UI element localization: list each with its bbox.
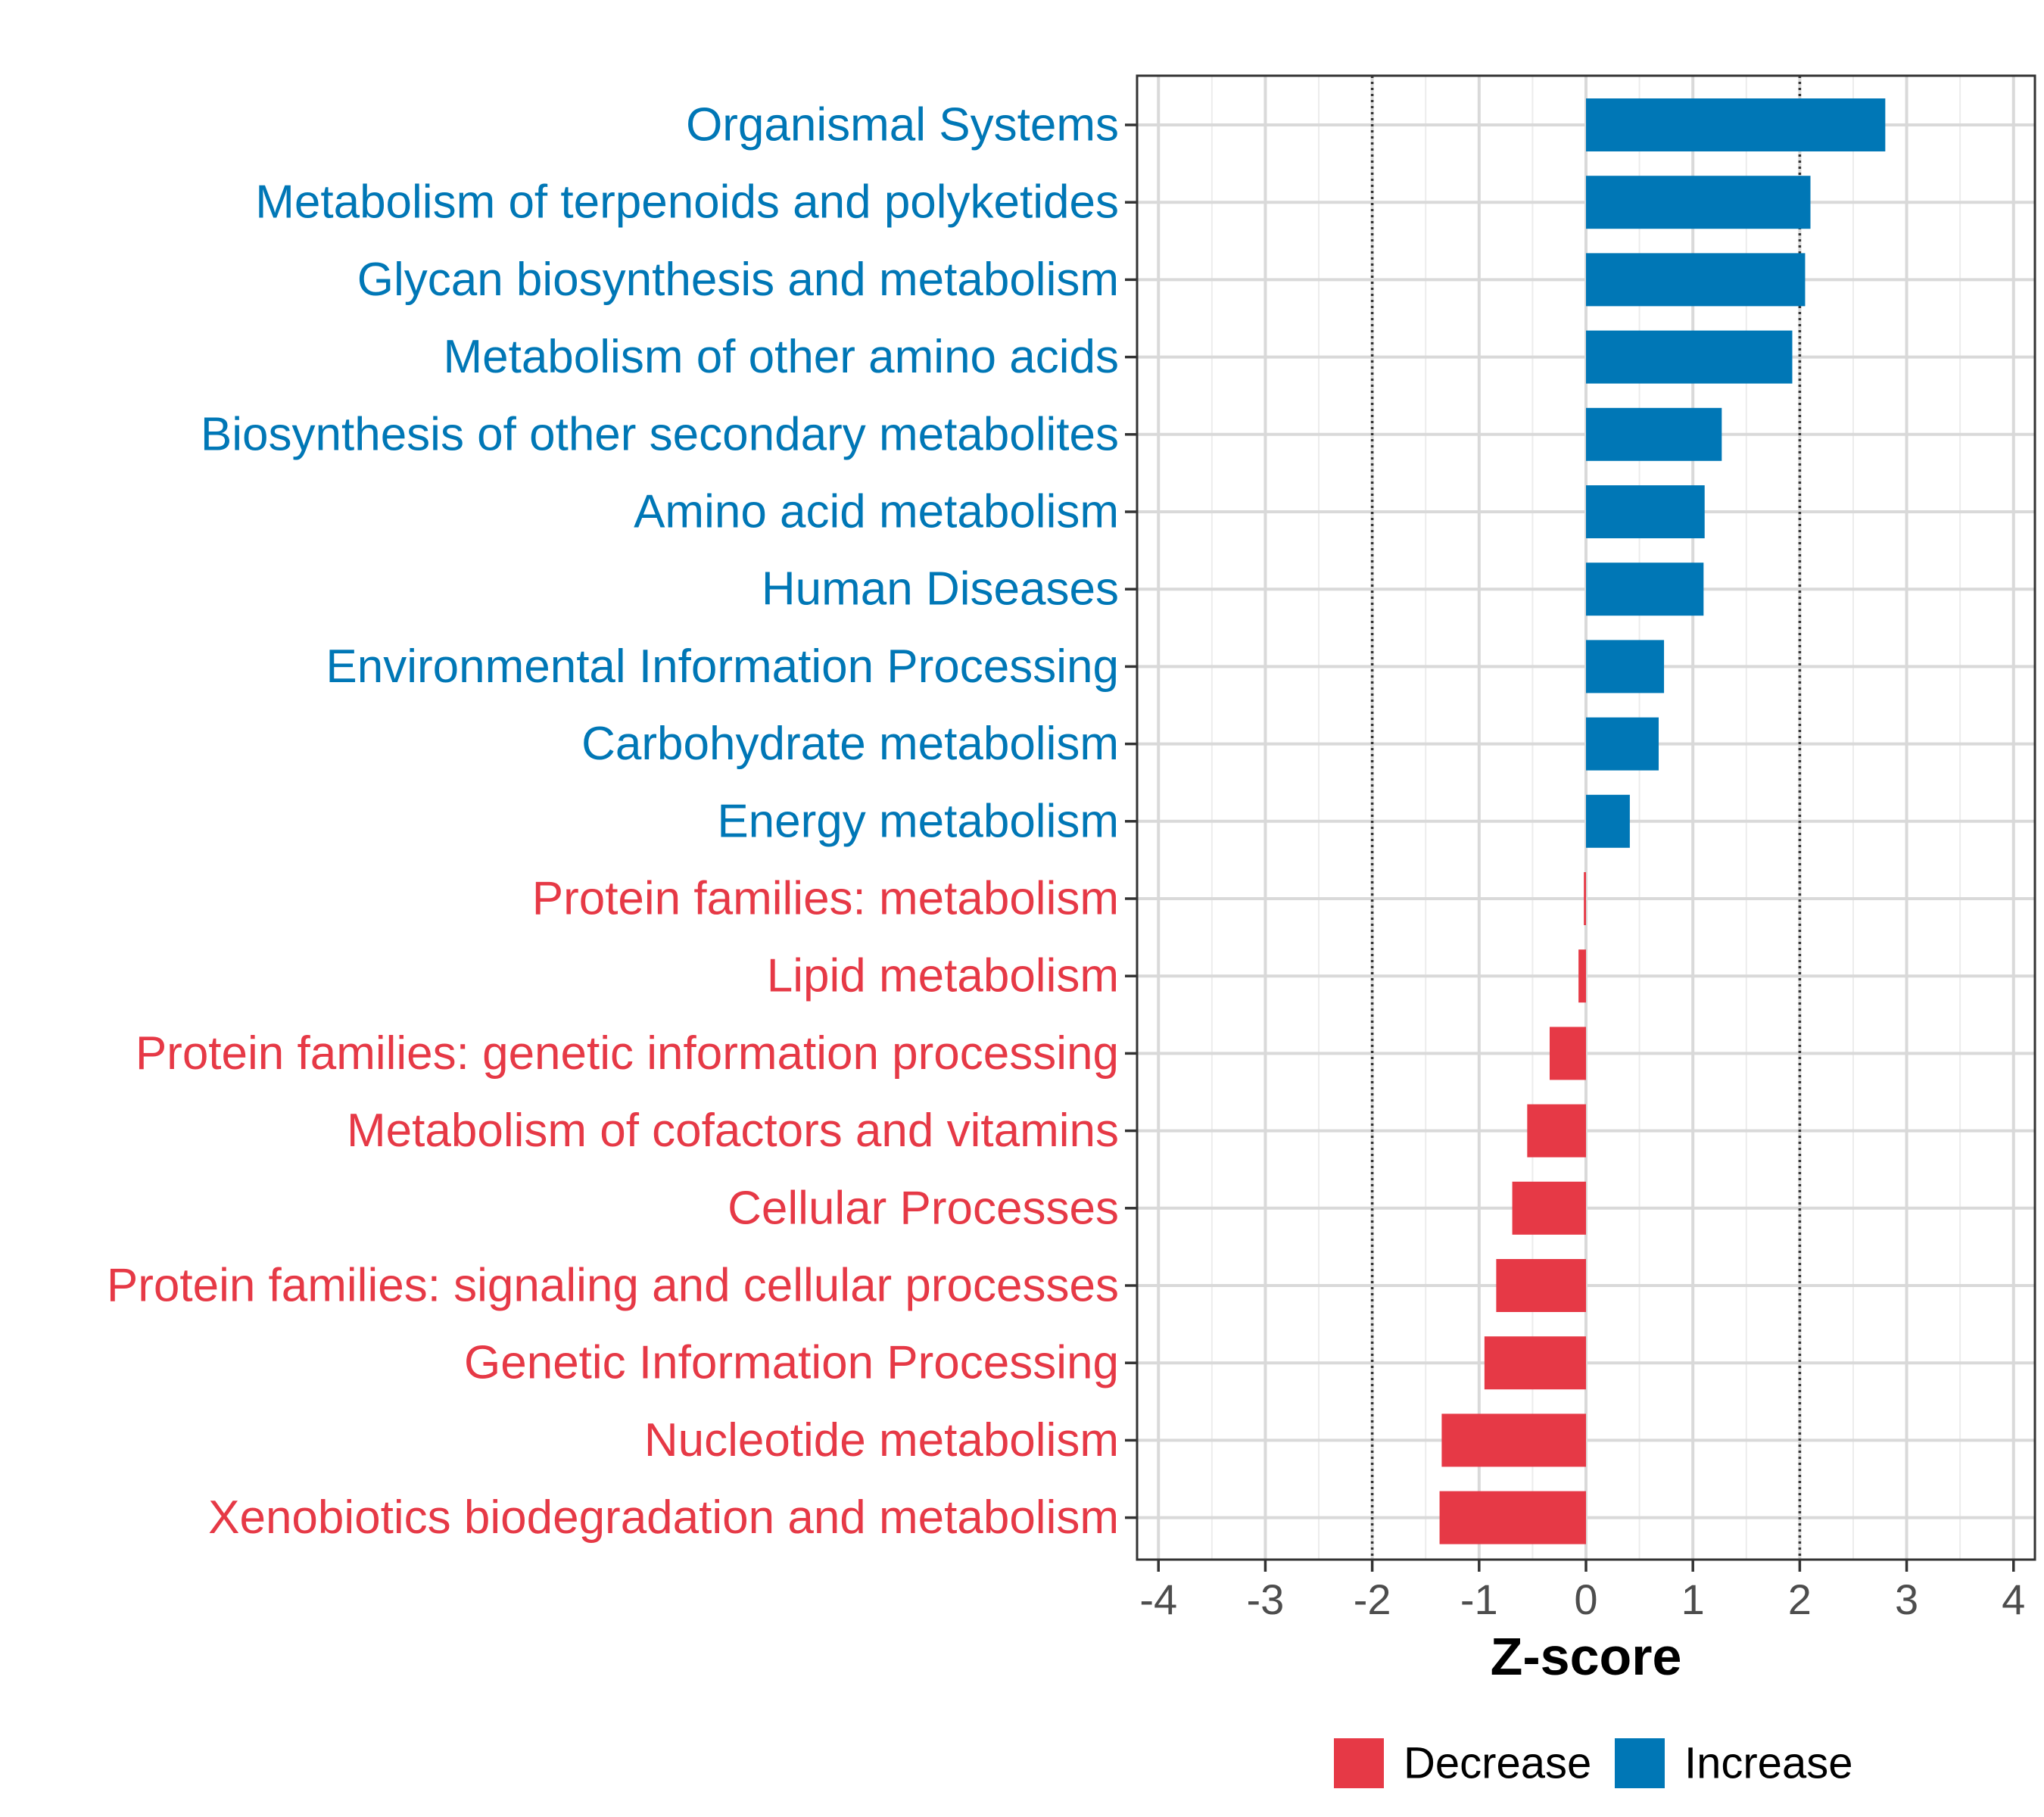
x-axis-tick-labels: -4 -3 -2 -1 0 1 2 3 4	[1139, 1575, 2025, 1623]
reference-lines	[1370, 76, 1802, 1560]
y-axis-ticks	[1125, 123, 1137, 1519]
bar	[1578, 949, 1586, 1003]
x-tick-label: 2	[1788, 1575, 1812, 1623]
bar	[1586, 176, 1811, 229]
legend-label: Increase	[1684, 1739, 1852, 1788]
category-label: Environmental Information Processing	[326, 640, 1119, 693]
x-axis-ticks	[1157, 1560, 2015, 1572]
bar	[1439, 1491, 1586, 1544]
bar	[1586, 485, 1705, 538]
bar	[1586, 794, 1630, 848]
bar	[1527, 1104, 1586, 1158]
x-tick-label: 1	[1681, 1575, 1705, 1623]
x-tick-label: 0	[1574, 1575, 1597, 1623]
category-label: Metabolism of other amino acids	[443, 331, 1119, 383]
category-label: Genetic Information Processing	[464, 1337, 1119, 1389]
bar	[1484, 1336, 1586, 1390]
category-label: Carbohydrate metabolism	[581, 718, 1119, 770]
bar	[1586, 98, 1886, 151]
bar	[1586, 717, 1659, 771]
x-tick-label: 4	[2002, 1575, 2025, 1623]
bar	[1549, 1027, 1586, 1080]
x-tick-label: 3	[1895, 1575, 1918, 1623]
category-label: Protein families: signaling and cellular…	[107, 1260, 1119, 1312]
category-label: Glycan biosynthesis and metabolism	[357, 254, 1119, 306]
category-label: Xenobiotics biodegradation and metabolis…	[208, 1491, 1119, 1544]
category-label: Organismal Systems	[686, 99, 1119, 151]
legend-item: Increase	[1615, 1738, 1852, 1788]
y-axis-labels: Organismal Systems Metabolism of terpenoi…	[107, 99, 1119, 1544]
category-label: Lipid metabolism	[767, 950, 1119, 1002]
bar	[1586, 640, 1665, 693]
category-label: Nucleotide metabolism	[644, 1414, 1119, 1466]
bar	[1584, 872, 1586, 925]
category-label: Protein families: metabolism	[532, 873, 1119, 925]
bar	[1586, 407, 1722, 461]
bar	[1586, 563, 1704, 616]
x-tick-label: -2	[1354, 1575, 1391, 1623]
category-label: Amino acid metabolism	[634, 486, 1119, 538]
legend-swatch	[1334, 1738, 1384, 1788]
bars	[1439, 98, 1886, 1544]
category-label: Protein families: genetic information pr…	[136, 1027, 1119, 1080]
legend-label: Decrease	[1404, 1739, 1591, 1788]
x-tick-label: -3	[1247, 1575, 1285, 1623]
bar	[1441, 1413, 1586, 1467]
legend-item: Decrease	[1334, 1738, 1591, 1788]
category-label: Biosynthesis of other secondary metaboli…	[201, 408, 1119, 460]
x-axis-title: Z-score	[1491, 1627, 1682, 1686]
category-label: Human Diseases	[762, 563, 1119, 616]
bar	[1512, 1181, 1586, 1235]
legend: Decrease Increase	[1334, 1738, 1852, 1788]
bar	[1586, 253, 1806, 307]
category-label: Metabolism of terpenoids and polyketides	[255, 176, 1119, 229]
category-label: Metabolism of cofactors and vitamins	[347, 1105, 1119, 1157]
category-label: Cellular Processes	[728, 1182, 1119, 1234]
x-tick-label: -1	[1460, 1575, 1498, 1623]
legend-swatch	[1615, 1738, 1665, 1788]
bar	[1586, 330, 1793, 384]
bar	[1496, 1259, 1586, 1312]
category-label: Energy metabolism	[717, 795, 1119, 847]
x-tick-label: -4	[1139, 1575, 1177, 1623]
